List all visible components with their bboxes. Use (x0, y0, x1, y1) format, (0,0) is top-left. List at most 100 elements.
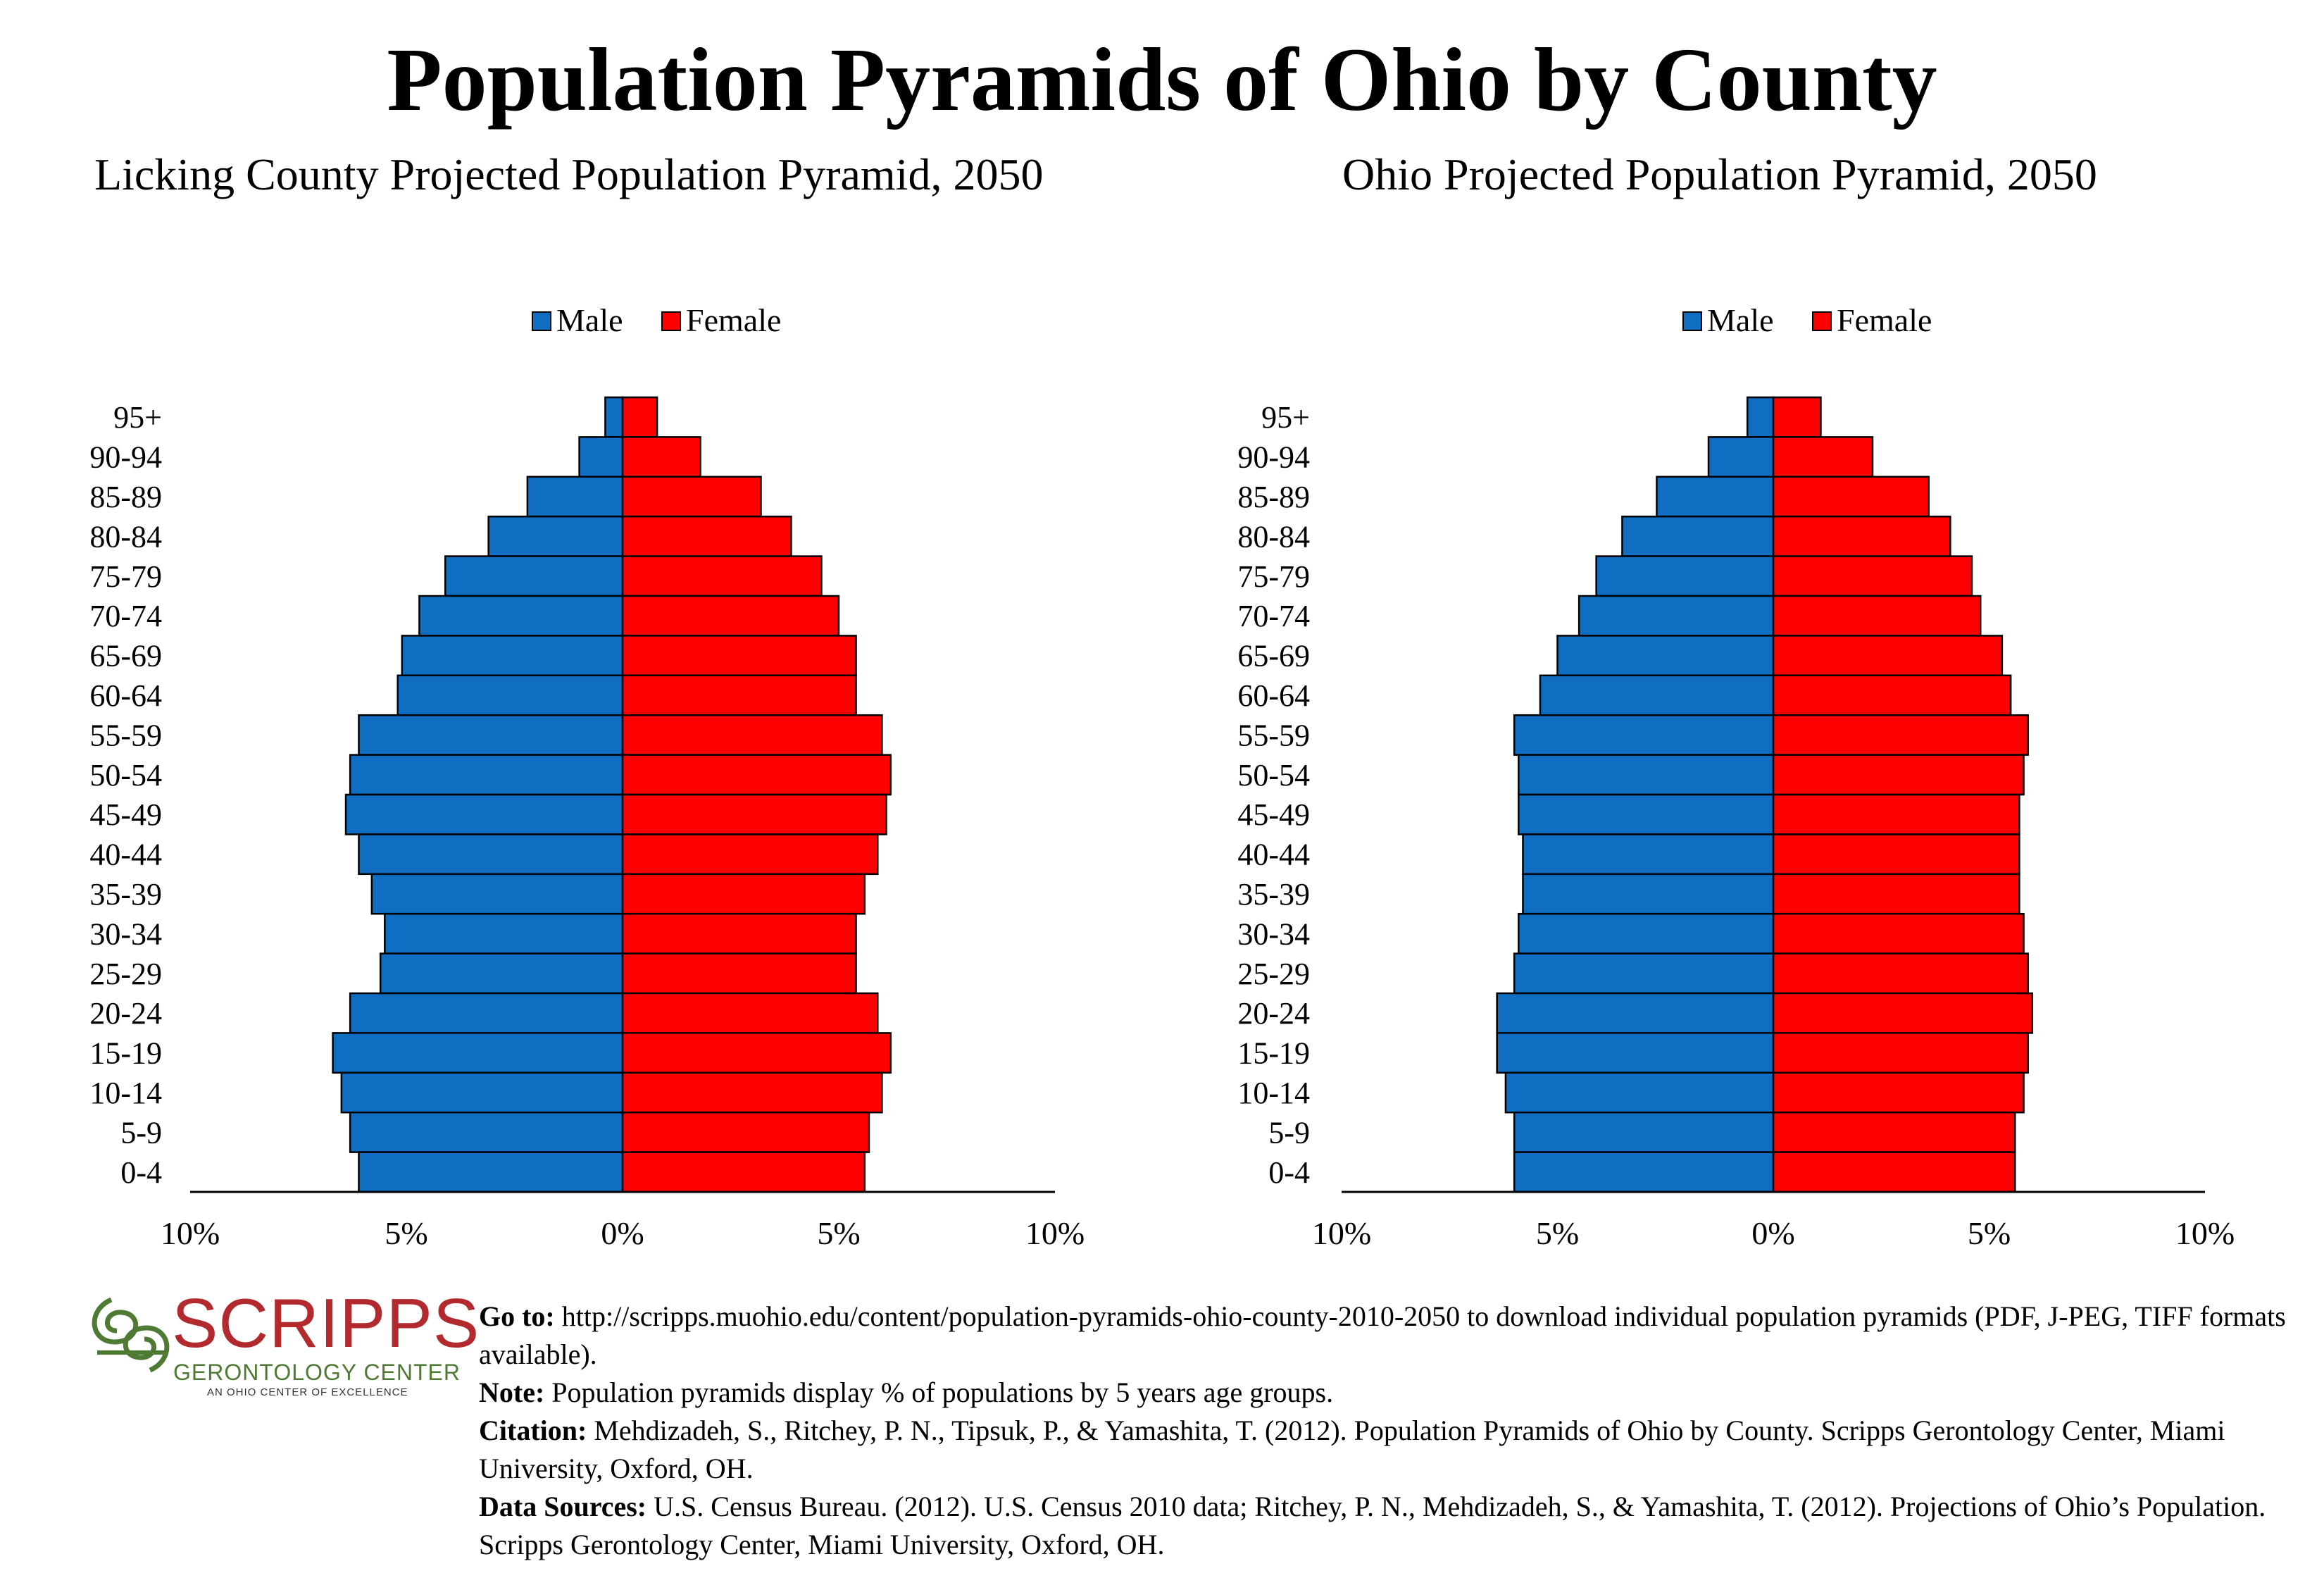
bar-female-45-49 (621, 793, 887, 835)
age-label-35-39: 35-39 (1237, 877, 1310, 912)
bar-female-35-39 (621, 873, 866, 915)
bar-male-35-39 (1522, 873, 1775, 915)
bar-male-30-34 (1518, 912, 1775, 955)
bar-female-85-89 (621, 476, 762, 518)
legend-label-female: Female (686, 302, 781, 338)
legend: Male Female (532, 302, 781, 338)
age-label-50-54: 50-54 (1237, 758, 1310, 792)
bar-male-40-44 (358, 833, 624, 876)
age-label-0-4: 0-4 (120, 1155, 162, 1190)
bar-male-30-34 (384, 912, 624, 955)
bar-male-70-74 (1578, 595, 1775, 637)
age-label-20-24: 20-24 (89, 996, 162, 1031)
age-label-10-14: 10-14 (89, 1076, 162, 1110)
bar-female-20-24 (621, 992, 879, 1034)
bar-male-85-89 (1656, 476, 1775, 518)
bar-female-55-59 (621, 714, 883, 756)
citation-note: Citation: Mehdizadeh, S., Ritchey, P. N.… (479, 1415, 2225, 1484)
bar-male-5-9 (349, 1111, 624, 1153)
bar-male-10-14 (1504, 1071, 1775, 1114)
bar-male-95+ (604, 396, 624, 438)
age-label-70-74: 70-74 (89, 599, 162, 633)
legend-swatch-female (661, 311, 681, 331)
x-tick-label: 5% (1968, 1215, 2011, 1251)
ohio-chart-title: Ohio Projected Population Pyramid, 2050 (1342, 149, 2097, 199)
page-title: Population Pyramids of Ohio by County (387, 30, 1937, 130)
age-label-25-29: 25-29 (1237, 957, 1310, 991)
x-tick-label: 0% (1751, 1215, 1794, 1251)
age-label-5-9: 5-9 (120, 1115, 162, 1150)
bar-male-70-74 (418, 595, 624, 637)
age-label-95+: 95+ (113, 400, 162, 435)
age-label-95+: 95+ (1261, 400, 1310, 435)
bar-female-30-34 (1772, 912, 2025, 955)
x-tick-label: 10% (2175, 1215, 2235, 1251)
bar-male-40-44 (1522, 833, 1775, 876)
ohio-pyramid-chart: Male Female 95+ 90-94 85-89 80-84 75-79 70-74 65… (1237, 302, 2235, 1251)
data-sources-note: Data Sources: U.S. Census Bureau. (2012)… (479, 1491, 2266, 1560)
bar-female-30-34 (621, 912, 857, 955)
bar-male-20-24 (349, 992, 624, 1034)
x-tick-label: 10% (1025, 1215, 1085, 1251)
age-label-15-19: 15-19 (89, 1036, 162, 1071)
bar-female-35-39 (1772, 873, 2020, 915)
age-label-85-89: 85-89 (1237, 480, 1310, 514)
bar-female-55-59 (1772, 714, 2029, 756)
licking-pyramid-chart: Male Female 95+ 90-94 85-89 80-84 75-79 70-74 65… (89, 302, 1085, 1251)
bar-male-35-39 (370, 873, 624, 915)
note-line: Note: Population pyramids display % of p… (479, 1376, 1334, 1408)
age-label-45-49: 45-49 (1237, 797, 1310, 832)
bar-female-15-19 (1772, 1032, 2029, 1074)
bar-male-95+ (1746, 396, 1775, 438)
bar-female-95+ (1772, 396, 1822, 438)
bar-male-15-19 (332, 1032, 624, 1074)
bar-female-80-84 (621, 515, 792, 557)
bar-female-90-94 (1772, 436, 1874, 478)
logo-tagline: AN OHIO CENTER OF EXCELLENCE (207, 1386, 408, 1398)
bar-male-0-4 (1513, 1151, 1775, 1193)
age-label-55-59: 55-59 (1237, 718, 1310, 752)
age-label-25-29: 25-29 (89, 957, 162, 991)
logo-subtitle: GERONTOLOGY CENTER (173, 1360, 461, 1385)
legend-label-male: Male (556, 302, 623, 338)
age-label-60-64: 60-64 (1237, 678, 1310, 713)
bar-male-15-19 (1496, 1032, 1775, 1074)
bar-male-50-54 (1518, 754, 1775, 796)
scripps-logo: SCRIPPS GERONTOLOGY CENTER AN OHIO CENTE… (83, 1286, 479, 1398)
bar-male-25-29 (379, 952, 624, 995)
x-tick-label: 5% (385, 1215, 427, 1251)
bar-male-80-84 (1621, 515, 1775, 557)
goto-link-text[interactable]: http://scripps.muohio.edu/content/popula… (479, 1300, 2286, 1370)
bar-female-75-79 (1772, 555, 1973, 597)
bar-female-50-54 (1772, 754, 2025, 796)
bar-female-70-74 (621, 595, 840, 637)
bar-male-55-59 (358, 714, 624, 756)
bar-male-45-49 (344, 793, 624, 835)
bar-female-10-14 (621, 1071, 883, 1114)
x-tick-label: 10% (1312, 1215, 1371, 1251)
bar-female-80-84 (1772, 515, 1951, 557)
age-label-65-69: 65-69 (89, 639, 162, 673)
bar-female-45-49 (1772, 793, 2020, 835)
age-label-60-64: 60-64 (89, 678, 162, 713)
bar-female-5-9 (1772, 1111, 2016, 1153)
bar-male-55-59 (1513, 714, 1775, 756)
age-label-75-79: 75-79 (89, 559, 162, 594)
bar-male-60-64 (1539, 674, 1775, 716)
age-label-90-94: 90-94 (1237, 440, 1310, 475)
bar-female-60-64 (1772, 674, 2012, 716)
legend: Male Female (1682, 302, 1932, 338)
age-label-40-44: 40-44 (89, 838, 162, 872)
age-label-45-49: 45-49 (89, 797, 162, 832)
bar-male-65-69 (1556, 635, 1775, 677)
bar-female-60-64 (621, 674, 857, 716)
legend-label-male: Male (1707, 302, 1774, 338)
bar-male-90-94 (1707, 436, 1775, 478)
legend-label-female: Female (1837, 302, 1932, 338)
age-label-15-19: 15-19 (1237, 1036, 1310, 1071)
age-label-85-89: 85-89 (89, 480, 162, 514)
x-tick-label: 5% (817, 1215, 860, 1251)
scripps-swirl-icon (92, 1297, 170, 1373)
age-label-20-24: 20-24 (1237, 996, 1310, 1031)
bar-male-50-54 (349, 754, 624, 796)
